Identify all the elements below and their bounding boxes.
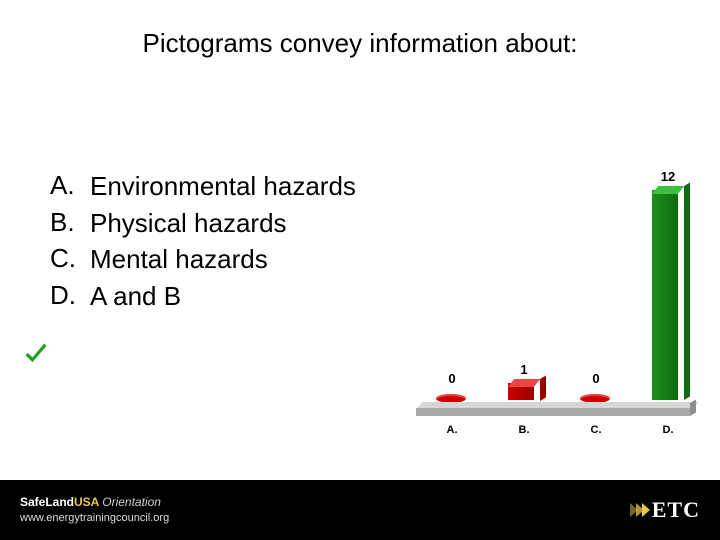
answer-options: A.Environmental hazardsB.Physical hazard…: [50, 170, 380, 316]
response-chart: 01012 A.B.C.D.: [416, 170, 696, 450]
bar3d: [508, 383, 540, 401]
option-row: C.Mental hazards: [50, 243, 380, 276]
option-letter: C.: [50, 243, 90, 274]
etc-label: ETC: [652, 497, 700, 523]
check-icon: [22, 340, 50, 368]
chart-platform: [416, 402, 696, 416]
option-text: Mental hazards: [90, 243, 268, 276]
axis-category-label: D.: [638, 424, 698, 436]
footer-brand: SafeLandUSA Orientation www.energytraini…: [20, 495, 169, 525]
option-letter: A.: [50, 170, 90, 201]
bar-value-label: 0: [422, 371, 482, 386]
axis-category-label: B.: [494, 424, 554, 436]
option-text: A and B: [90, 280, 181, 313]
option-text: Physical hazards: [90, 207, 287, 240]
bar3d: [652, 190, 684, 400]
footer-url: www.energytrainingcouncil.org: [20, 511, 169, 525]
bar-value-label: 0: [566, 371, 626, 386]
brand-safeland: SafeLand: [20, 495, 74, 509]
option-letter: B.: [50, 207, 90, 238]
option-text: Environmental hazards: [90, 170, 356, 203]
option-row: B.Physical hazards: [50, 207, 380, 240]
option-row: D.A and B: [50, 280, 380, 313]
brand-usa: USA: [74, 495, 99, 509]
axis-category-label: C.: [566, 424, 626, 436]
axis-category-label: A.: [422, 424, 482, 436]
brand-orientation: Orientation: [102, 495, 161, 509]
footer-bar: SafeLandUSA Orientation www.energytraini…: [0, 480, 720, 540]
option-row: A.Environmental hazards: [50, 170, 380, 203]
slide-title: Pictograms convey information about:: [0, 28, 720, 59]
option-letter: D.: [50, 280, 90, 311]
bar-value-label: 1: [494, 362, 554, 377]
footer-etc-logo: ETC: [630, 497, 700, 523]
